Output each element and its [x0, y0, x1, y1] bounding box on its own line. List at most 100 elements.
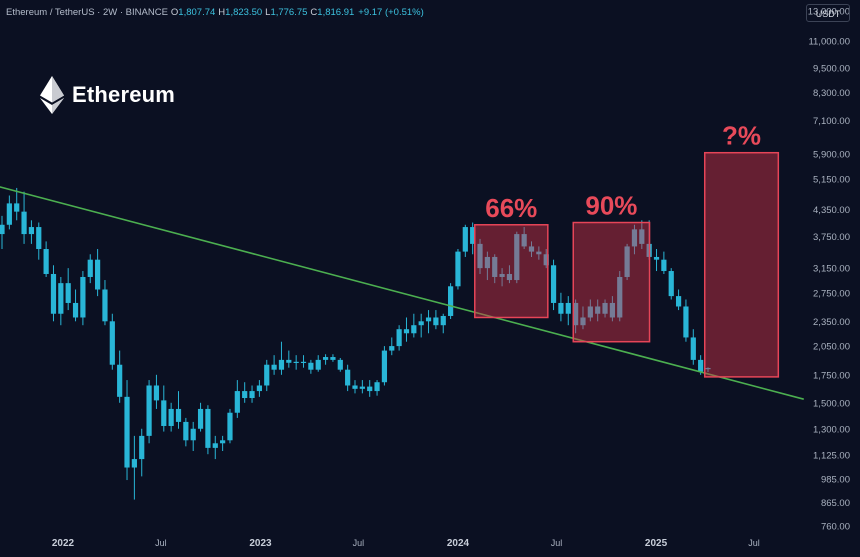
candle-body	[484, 256, 490, 269]
y-tick-label: 7,100.00	[813, 116, 850, 127]
candle-body	[345, 369, 351, 386]
candle	[683, 299, 689, 342]
trendline	[0, 186, 804, 400]
y-tick-label: 4,350.00	[813, 205, 850, 216]
candle	[352, 380, 358, 394]
candle	[161, 385, 167, 432]
annotation-label: 66%	[485, 193, 537, 223]
candle-body	[205, 408, 211, 448]
x-tick-label: 2024	[447, 538, 470, 549]
y-tick-label: 865.00	[821, 498, 850, 509]
candle-body	[161, 400, 167, 426]
candle	[242, 382, 248, 403]
candle-body	[175, 408, 182, 422]
annotation-box[interactable]	[572, 221, 651, 343]
candle	[153, 374, 160, 409]
x-tick-label: 2025	[645, 538, 668, 549]
candle	[624, 243, 630, 281]
candle-body	[565, 302, 571, 314]
candle	[168, 402, 174, 432]
candle-body	[675, 296, 682, 307]
candle-body	[271, 364, 277, 370]
candle-body	[50, 273, 57, 314]
candle	[448, 283, 454, 320]
candle	[183, 417, 189, 447]
y-tick-label: 3,750.00	[813, 232, 850, 243]
candle-body	[587, 306, 593, 318]
candle	[315, 355, 321, 372]
symbol-name[interactable]: Ethereum / TetherUS · 2W · BINANCE	[6, 7, 168, 18]
candle-body	[690, 337, 696, 360]
candle-body	[653, 256, 660, 260]
candle	[109, 313, 115, 370]
open-label: O	[170, 7, 179, 18]
candle-body	[65, 283, 71, 303]
candle-body	[234, 391, 240, 413]
candle-body	[595, 306, 601, 314]
candle-body	[661, 259, 667, 272]
candle	[573, 299, 579, 334]
candle-body	[72, 302, 79, 318]
candle-body	[322, 357, 329, 360]
candle-body	[21, 211, 27, 235]
candle	[550, 259, 557, 311]
annotation-label: ?%	[722, 121, 761, 151]
annotation-boxes: 66% 90%?%	[474, 121, 780, 378]
candle	[28, 220, 35, 244]
x-tick-label: Jul	[155, 538, 167, 548]
candle	[396, 325, 402, 351]
logo-text: Ethereum	[72, 82, 176, 107]
annotation-box[interactable]	[474, 224, 549, 319]
candle-body	[190, 428, 196, 441]
candle	[675, 289, 682, 311]
candle	[80, 271, 86, 326]
candle-body	[580, 317, 586, 326]
candle-body	[124, 396, 130, 468]
candle-body	[80, 276, 86, 318]
candle-body	[337, 359, 343, 370]
candle-body	[440, 315, 446, 326]
candle-body	[308, 362, 314, 370]
candle-body	[550, 265, 557, 303]
candle-body	[352, 385, 358, 389]
candle	[6, 195, 12, 230]
candle-body	[14, 203, 20, 212]
candle-body	[330, 357, 336, 360]
candle	[690, 329, 696, 365]
candle	[558, 292, 564, 322]
candle-body	[389, 346, 395, 351]
y-tick-label: 5,900.00	[813, 150, 850, 161]
candle	[197, 402, 204, 432]
candle-body	[367, 386, 373, 392]
candle-body	[536, 251, 542, 255]
y-tick-label: 9,500.00	[813, 63, 850, 74]
currency-badge[interactable]: USDT	[806, 4, 850, 22]
candle	[440, 313, 446, 334]
candle	[617, 271, 623, 322]
candle-body	[528, 246, 535, 252]
candle	[470, 222, 476, 255]
candle	[462, 224, 468, 257]
candle	[58, 276, 64, 326]
candle-body	[220, 440, 226, 444]
candle	[653, 249, 660, 272]
candle	[705, 367, 711, 373]
annotation-box[interactable]	[703, 151, 780, 378]
candle	[264, 359, 270, 392]
candle	[212, 435, 218, 460]
candle-body	[28, 227, 35, 235]
ethereum-logo: Ethereum	[40, 76, 175, 114]
candle-body	[448, 286, 454, 316]
candle-body	[131, 459, 137, 468]
candle	[528, 241, 535, 257]
candle-body	[95, 259, 101, 290]
candle	[322, 354, 329, 365]
candle-body	[617, 276, 623, 318]
candle	[139, 428, 145, 477]
candle-body	[183, 421, 189, 441]
candle	[65, 268, 71, 311]
candle-body	[425, 317, 432, 322]
candle-body	[668, 271, 674, 297]
